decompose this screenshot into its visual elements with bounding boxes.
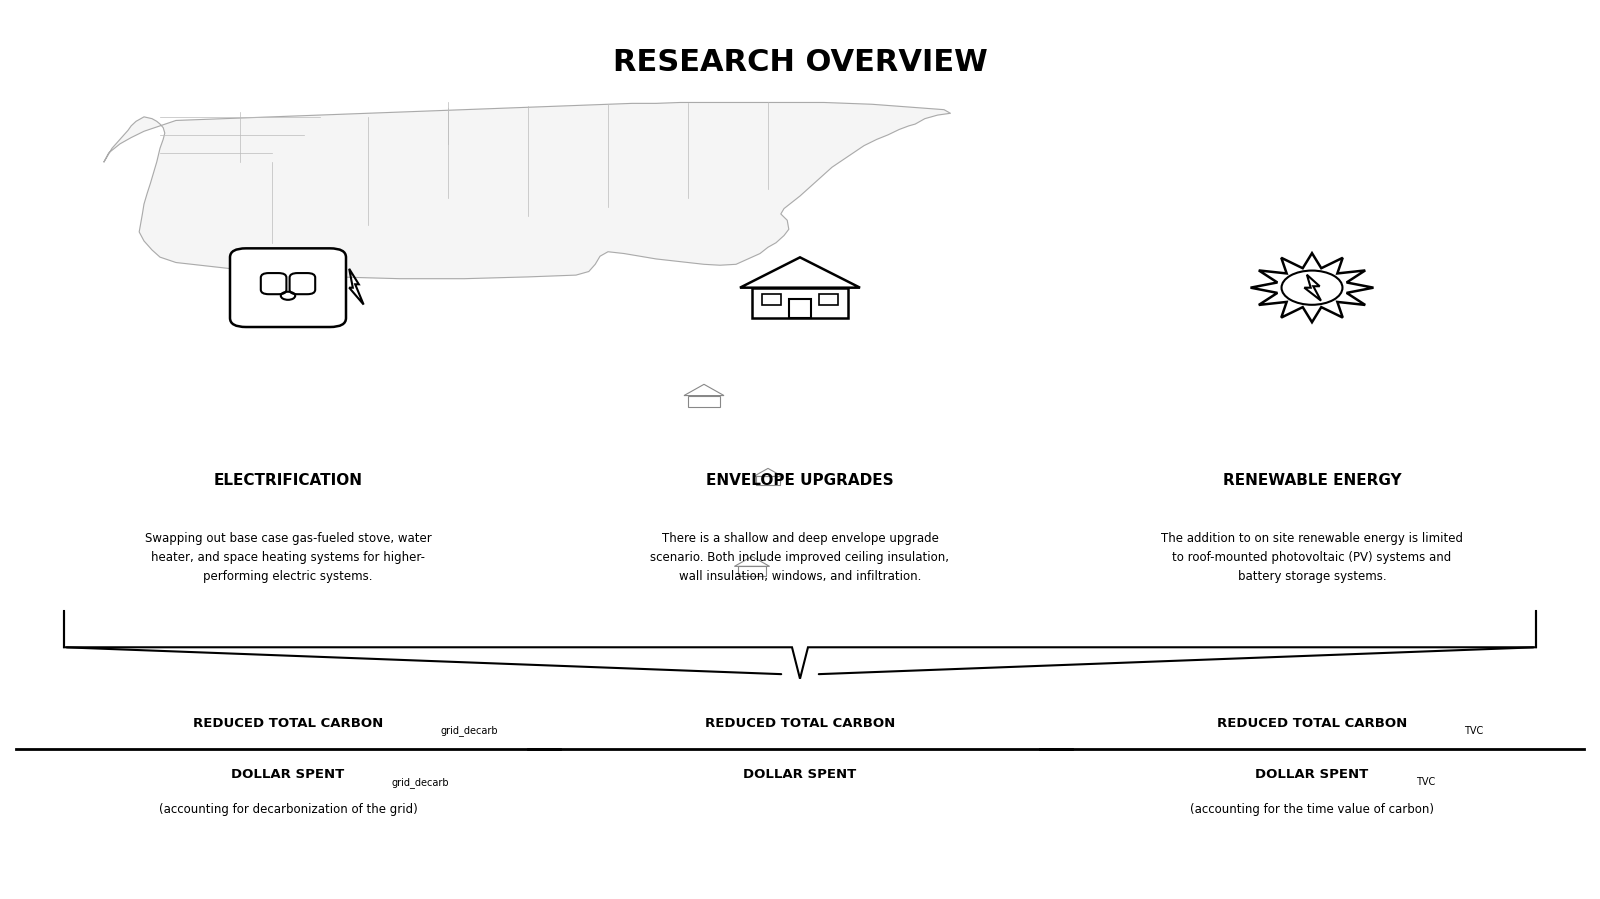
FancyBboxPatch shape xyxy=(688,396,720,406)
Text: ELECTRIFICATION: ELECTRIFICATION xyxy=(213,474,363,488)
Text: RENEWABLE ENERGY: RENEWABLE ENERGY xyxy=(1222,474,1402,488)
FancyBboxPatch shape xyxy=(819,294,838,305)
Text: Swapping out base case gas-fueled stove, water
heater, and space heating systems: Swapping out base case gas-fueled stove,… xyxy=(144,532,432,583)
FancyBboxPatch shape xyxy=(290,273,315,294)
Text: REDUCED TOTAL CARBON: REDUCED TOTAL CARBON xyxy=(194,717,382,730)
FancyBboxPatch shape xyxy=(738,566,766,576)
Text: DOLLAR SPENT: DOLLAR SPENT xyxy=(232,769,344,781)
FancyBboxPatch shape xyxy=(762,294,781,305)
Text: grid_decarb: grid_decarb xyxy=(392,777,450,788)
Text: DOLLAR SPENT: DOLLAR SPENT xyxy=(744,769,856,781)
Text: REDUCED TOTAL CARBON: REDUCED TOTAL CARBON xyxy=(706,717,894,730)
FancyBboxPatch shape xyxy=(261,273,286,294)
Text: The addition to on site renewable energy is limited
to roof-mounted photovoltaic: The addition to on site renewable energy… xyxy=(1162,532,1462,583)
Text: There is a shallow and deep envelope upgrade
scenario. Both include improved cei: There is a shallow and deep envelope upg… xyxy=(651,532,949,583)
Text: DOLLAR SPENT: DOLLAR SPENT xyxy=(1256,769,1368,781)
FancyBboxPatch shape xyxy=(230,248,346,327)
Text: (accounting for the time value of carbon): (accounting for the time value of carbon… xyxy=(1190,803,1434,815)
Text: TVC: TVC xyxy=(1464,725,1483,736)
FancyBboxPatch shape xyxy=(757,476,779,485)
Text: grid_decarb: grid_decarb xyxy=(440,725,498,736)
Text: TVC: TVC xyxy=(1416,777,1435,788)
Text: REDUCED TOTAL CARBON: REDUCED TOTAL CARBON xyxy=(1218,717,1406,730)
Text: RESEARCH OVERVIEW: RESEARCH OVERVIEW xyxy=(613,49,987,77)
Text: (accounting for decarbonization of the grid): (accounting for decarbonization of the g… xyxy=(158,803,418,815)
FancyBboxPatch shape xyxy=(752,288,848,318)
FancyBboxPatch shape xyxy=(789,299,811,318)
Polygon shape xyxy=(104,102,950,279)
Text: ENVELOPE UPGRADES: ENVELOPE UPGRADES xyxy=(706,474,894,488)
